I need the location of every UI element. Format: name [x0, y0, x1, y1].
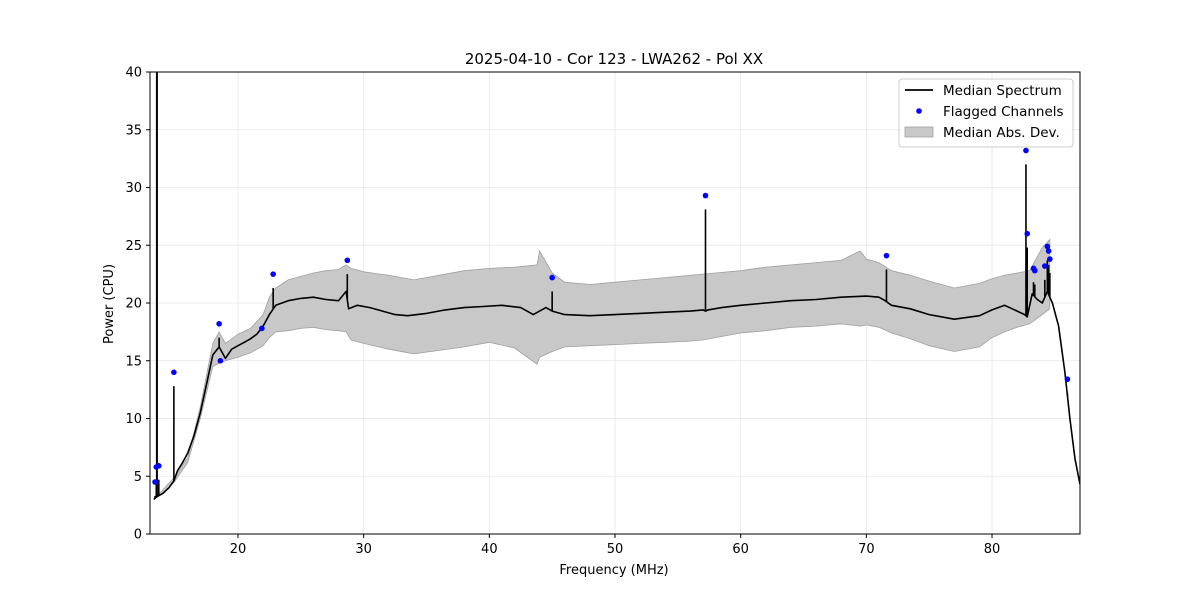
legend-median-label: Median Spectrum: [943, 83, 1062, 99]
y-axis-title: Power (CPU): [102, 264, 117, 344]
flagged-channel-point: [1064, 376, 1071, 383]
y-tick-label: 25: [125, 239, 142, 254]
x-tick-label: 30: [355, 542, 372, 557]
flagged-channel-point: [1024, 230, 1031, 237]
legend: Median Spectrum Flagged Channels Median Ab…: [898, 78, 1074, 148]
legend-mad-label: Median Abs. Dev.: [943, 125, 1060, 141]
flagged-channel-point: [702, 192, 709, 199]
y-tick-label: 0: [134, 528, 142, 543]
plot-series: [152, 72, 1080, 500]
flagged-channel-point: [217, 357, 224, 364]
flagged-channel-point: [883, 252, 890, 259]
flagged-channel-point: [1031, 267, 1038, 274]
flagged-channel-point: [549, 274, 555, 281]
x-tick-label: 60: [732, 542, 749, 557]
x-tick-label: 80: [984, 542, 1001, 557]
flagged-channel-point: [152, 479, 158, 485]
flagged-channel-point: [344, 257, 351, 264]
y-tick-label: 20: [125, 297, 142, 312]
x-tick-label: 40: [481, 542, 498, 557]
legend-box: [898, 78, 1074, 148]
legend-flagged-swatch: [916, 108, 922, 114]
x-tick-label: 70: [858, 542, 875, 557]
chart-title: 2025-04-10 - Cor 123 - LWA262 - Pol XX: [465, 50, 763, 68]
flagged-channel-point: [270, 271, 276, 277]
flagged-channel-point: [1023, 147, 1029, 154]
flagged-channel-point: [1047, 256, 1053, 262]
flagged-channel-point: [259, 325, 265, 332]
x-tick-label: 50: [607, 542, 624, 557]
flagged-channel-point: [171, 369, 177, 376]
plot-area: 20 30 40 50 60 70 80 0 5 10 15 20 25 30 35 40: [125, 66, 1081, 557]
flagged-channel-point: [1044, 243, 1051, 250]
median-spectrum-line: [153, 290, 1080, 500]
legend-mad-swatch: [904, 126, 934, 138]
y-tick-label: 5: [134, 470, 142, 485]
x-tick-label: 20: [230, 542, 247, 557]
y-tick-label: 40: [125, 66, 142, 81]
flagged-channel-point: [1042, 263, 1048, 269]
legend-flagged-label: Flagged Channels: [943, 104, 1064, 120]
x-axis-title: Frequency (MHz): [559, 563, 668, 578]
y-tick-label: 35: [125, 123, 142, 138]
flagged-channel-point: [1045, 248, 1052, 254]
flagged-channel-point: [155, 463, 162, 469]
y-tick-label: 15: [125, 354, 142, 369]
y-tick-label: 10: [125, 412, 142, 427]
flagged-channel-point: [216, 320, 222, 327]
y-tick-label: 30: [125, 181, 142, 196]
